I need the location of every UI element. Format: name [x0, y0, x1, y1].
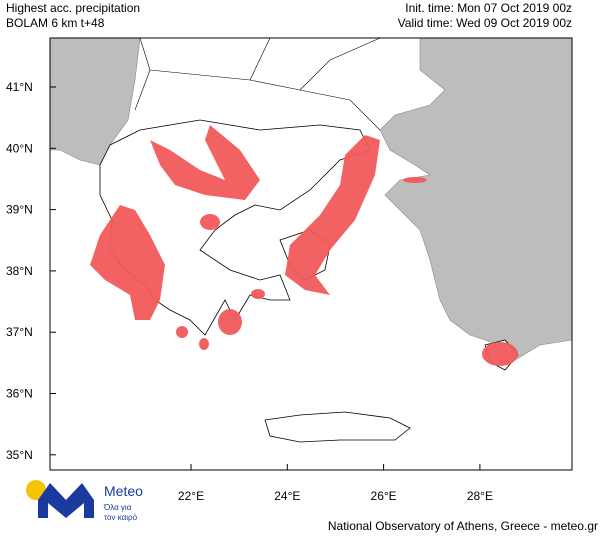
lon-label: 26°E: [371, 489, 397, 503]
footer: National Observatory of Athens, Greece -…: [328, 519, 598, 533]
logo-name: Meteo: [104, 483, 143, 499]
map-frame: [49, 37, 573, 471]
lon-label: 28°E: [467, 489, 493, 503]
lat-label: 39°N: [6, 203, 33, 217]
precip-area: [403, 177, 427, 183]
logo: Meteo Όλα για τον καιρό: [26, 480, 143, 522]
precip-area: [285, 135, 380, 295]
lat-label: 35°N: [6, 448, 33, 462]
map: [49, 37, 573, 471]
logo-sun: [26, 480, 46, 500]
precip-area: [199, 338, 209, 350]
lon-label: 22°E: [178, 489, 204, 503]
lat-label: 38°N: [6, 264, 33, 278]
crete: [264, 411, 411, 443]
valid-time: Valid time: Wed 09 Oct 2019 00z: [398, 16, 572, 30]
precip-area: [176, 326, 188, 338]
borders: [134, 37, 381, 131]
lat-label: 37°N: [6, 325, 33, 339]
lat-label: 41°N: [6, 80, 33, 94]
precip-area: [482, 342, 518, 366]
precip-area: [90, 205, 165, 320]
lat-label: 36°N: [6, 387, 33, 401]
lon-label: 24°E: [274, 489, 300, 503]
precip-area: [200, 214, 220, 230]
subtitle: BOLAM 6 km t+48: [6, 16, 105, 30]
ticks: 41°N 40°N 39°N 38°N 37°N 36°N 35°N 22°E 24°E 26°E…: [6, 80, 493, 503]
lat-label: 40°N: [6, 141, 33, 155]
precip-area: [251, 289, 265, 299]
precip-area: [150, 125, 260, 200]
init-time: Init. time: Mon 07 Oct 2019 00z: [405, 1, 572, 15]
logo-tagline: Όλα για: [103, 503, 132, 512]
precip-area: [218, 309, 242, 335]
logo-mark: [38, 483, 94, 518]
logo-tagline: τον καιρό: [104, 513, 138, 522]
turkey: [379, 37, 573, 361]
title: Highest acc. precipitation: [6, 1, 140, 15]
